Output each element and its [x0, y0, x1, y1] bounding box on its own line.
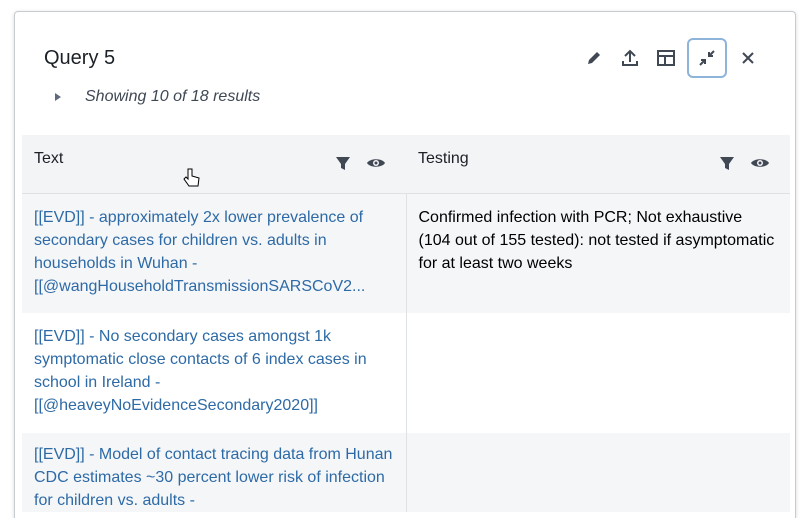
eye-icon[interactable]	[750, 154, 770, 172]
testing-cell	[406, 433, 790, 512]
column-label: Testing	[418, 150, 469, 167]
table-row: [[EVD]] - Model of contact tracing data …	[22, 433, 790, 512]
pencil-icon[interactable]	[579, 43, 609, 73]
table-row: [[EVD]] - No secondary cases amongst 1k …	[22, 313, 790, 433]
dialog-title: Query 5	[44, 47, 116, 69]
caret-right-icon[interactable]	[55, 93, 61, 101]
eye-icon[interactable]	[366, 154, 386, 172]
results-count: Showing 10 of 18 results	[85, 88, 261, 105]
text-cell[interactable]: [[EVD]] - Model of contact tracing data …	[22, 433, 407, 512]
layout-icon[interactable]	[651, 43, 681, 73]
table-row: [[EVD]] - approximately 2x lower prevale…	[22, 193, 790, 313]
column-label: Text	[34, 150, 64, 167]
close-icon[interactable]	[733, 43, 763, 73]
testing-cell	[406, 313, 790, 433]
results-summary[interactable]: Showing 10 of 18 results	[55, 88, 260, 106]
minimize-icon[interactable]	[687, 38, 727, 78]
testing-cell: Confirmed infection with PCR; Not exhaus…	[406, 193, 790, 313]
toolbar	[579, 38, 763, 78]
filter-icon[interactable]	[718, 154, 736, 172]
column-header-text[interactable]: Text	[22, 135, 406, 194]
upload-icon[interactable]	[615, 43, 645, 73]
text-cell[interactable]: [[EVD]] - No secondary cases amongst 1k …	[22, 313, 407, 433]
hand-cursor-icon	[183, 168, 200, 187]
filter-icon[interactable]	[334, 154, 352, 172]
results-table: Text Testing [[EVD]] - approximately 2x …	[22, 135, 790, 512]
column-header-testing[interactable]: Testing	[406, 135, 790, 194]
query-dialog: Query 5 Showing 10 of 18 results Text Te…	[14, 11, 796, 518]
text-cell[interactable]: [[EVD]] - approximately 2x lower prevale…	[22, 193, 407, 313]
